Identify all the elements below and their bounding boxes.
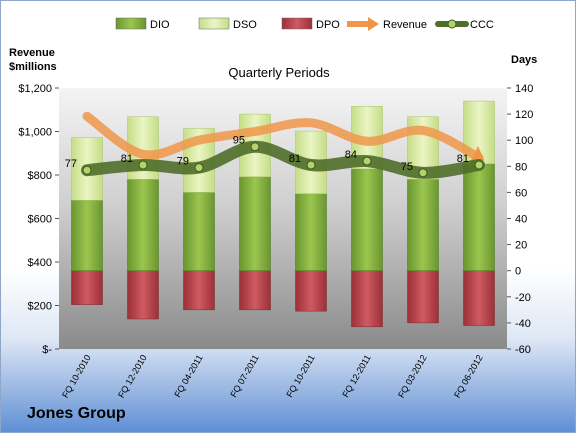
ccc-point <box>362 156 372 166</box>
right-tick-label: 120 <box>515 109 533 121</box>
left-axis-title-line1: Revenue <box>9 47 55 59</box>
ccc-data-label: 75 <box>401 161 413 173</box>
ccc-point <box>474 160 484 170</box>
x-tick-label: FQ 04-2011 <box>172 353 204 399</box>
bar-dpo <box>351 270 383 328</box>
bar-dpo <box>127 270 159 320</box>
right-tick-label: 20 <box>515 240 527 252</box>
legend-label-dio: DIO <box>150 19 170 31</box>
bar-dio <box>127 179 159 271</box>
bar-dpo <box>71 270 103 305</box>
bar-dio <box>71 199 103 271</box>
bar-dio <box>183 192 215 271</box>
bar-dio <box>239 176 271 271</box>
legend-label-revenue: Revenue <box>383 19 427 31</box>
right-tick-label: 100 <box>515 135 533 147</box>
right-tick-label: -60 <box>515 344 531 356</box>
chart-title: Quarterly Periods <box>228 65 330 80</box>
left-tick-label: $- <box>42 344 52 356</box>
ccc-point <box>250 142 260 152</box>
right-axis: -60 -40 -20 0 20 40 60 80 100 120 140 <box>507 83 533 356</box>
ccc-point <box>306 160 316 170</box>
ccc-data-label: 79 <box>177 156 189 168</box>
bar-dio <box>463 163 495 271</box>
ccc-data-label: 77 <box>65 158 77 170</box>
bar-dpo <box>407 270 439 324</box>
left-tick-label: $1,000 <box>18 127 52 139</box>
ccc-point <box>82 165 92 175</box>
legend-swatch-dso <box>198 17 230 30</box>
bar-dio <box>407 179 439 271</box>
left-tick-label: $200 <box>28 301 52 313</box>
right-tick-label: 40 <box>515 214 527 226</box>
bar-dpo <box>295 270 327 312</box>
x-tick-label: FQ 10-2011 <box>284 353 316 399</box>
ccc-data-label: 81 <box>121 153 133 165</box>
legend-swatch-dpo <box>281 17 313 30</box>
bar-dio <box>295 193 327 271</box>
x-tick-label: FQ 07-2011 <box>228 353 260 399</box>
right-tick-label: 60 <box>515 187 527 199</box>
bar-dpo <box>239 270 271 311</box>
bar-dio <box>351 168 383 271</box>
left-tick-label: $800 <box>28 170 52 182</box>
x-tick-label: FQ 12-2011 <box>340 353 372 399</box>
revenue-line <box>82 111 484 163</box>
legend-arrow-revenue <box>368 17 379 31</box>
ccc-line <box>81 140 485 179</box>
right-tick-label: 0 <box>515 266 521 278</box>
ccc-point <box>138 160 148 170</box>
left-axis-title-line2: $millions <box>9 61 57 73</box>
x-axis: FQ 10-2010 FQ 12-2010 FQ 04-2011 FQ 07-2011… <box>60 353 485 400</box>
left-tick-label: $1,200 <box>18 83 52 95</box>
x-tick-label: FQ 03-2012 <box>396 353 429 400</box>
right-tick-label: 80 <box>515 161 527 173</box>
right-tick-label: 140 <box>515 83 533 95</box>
legend-label-ccc: CCC <box>470 19 494 31</box>
ccc-point <box>194 163 204 173</box>
x-tick-label: FQ 10-2010 <box>60 353 93 400</box>
ccc-point <box>418 168 428 178</box>
legend-label-dpo: DPO <box>316 19 340 31</box>
bar-dpo <box>183 270 215 311</box>
ccc-data-label: 81 <box>457 153 469 165</box>
right-tick-label: -20 <box>515 292 531 304</box>
legend: DIO DSO DPO Revenue CCC <box>115 17 494 31</box>
company-name: Jones Group <box>27 405 126 422</box>
right-axis-title: Days <box>511 54 537 66</box>
x-tick-label: FQ 06-2012 <box>452 353 485 400</box>
ccc-data-label: 84 <box>345 149 357 161</box>
legend-swatch-dio <box>115 17 147 30</box>
bar-dpo <box>463 270 495 326</box>
left-tick-label: $400 <box>28 257 52 269</box>
ccc-data-label: 95 <box>233 135 245 147</box>
left-axis: $- $200 $400 $600 $800 $1,000 $1,200 <box>18 83 59 356</box>
legend-label-dso: DSO <box>233 19 257 31</box>
left-tick-label: $600 <box>28 214 52 226</box>
right-tick-label: -40 <box>515 318 531 330</box>
x-tick-label: FQ 12-2010 <box>116 353 149 400</box>
ccc-data-label: 81 <box>289 153 301 165</box>
legend-marker-ccc <box>447 19 457 29</box>
line-series: 77 81 79 95 81 84 75 81 <box>65 111 485 179</box>
